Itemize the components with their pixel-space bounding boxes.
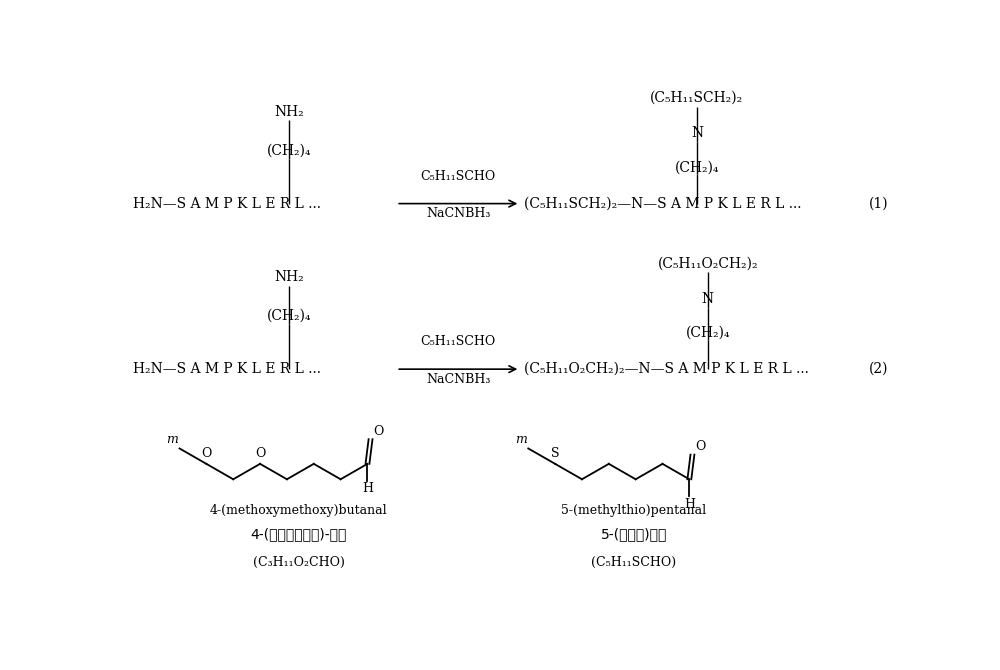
Text: (1): (1) [869,196,888,210]
Text: (CH₂)₄: (CH₂)₄ [267,143,312,157]
Text: S: S [551,447,559,460]
Text: m: m [166,433,178,446]
Text: C₅H₁₁SCHO: C₅H₁₁SCHO [421,170,496,183]
Text: (C₅H₁₁SCH₂)₂: (C₅H₁₁SCH₂)₂ [650,91,744,105]
Text: (C₅H₁₁SCH₂)₂—N—S A M P K L E R L ...: (C₅H₁₁SCH₂)₂—N—S A M P K L E R L ... [524,196,802,210]
Text: 5-(methylthio)pentanal: 5-(methylthio)pentanal [561,504,706,517]
Text: (CH₂)₄: (CH₂)₄ [686,326,730,340]
Text: O: O [255,447,265,460]
Text: NaCNBH₃: NaCNBH₃ [426,208,490,220]
Text: (CH₂)₄: (CH₂)₄ [267,309,312,323]
Text: 4-(methoxymethoxy)butanal: 4-(methoxymethoxy)butanal [210,504,387,517]
Text: H: H [684,498,695,511]
Text: (CH₂)₄: (CH₂)₄ [675,160,719,174]
Text: C₅H₁₁SCHO: C₅H₁₁SCHO [421,336,496,348]
Text: (C₅H₁₁SCHO): (C₅H₁₁SCHO) [591,556,676,570]
Text: H: H [362,482,373,495]
Text: H₂N—S A M P K L E R L ...: H₂N—S A M P K L E R L ... [133,362,321,376]
Text: (2): (2) [869,362,888,376]
Text: O: O [201,447,212,460]
Text: 5-(甲硫基)戚醒: 5-(甲硫基)戚醒 [601,527,667,541]
Text: (C₅H₁₁O₂CH₂)₂: (C₅H₁₁O₂CH₂)₂ [657,257,758,271]
Text: H₂N—S A M P K L E R L ...: H₂N—S A M P K L E R L ... [133,196,321,210]
Text: m: m [515,433,527,446]
Text: NaCNBH₃: NaCNBH₃ [426,373,490,386]
Text: N: N [691,127,703,141]
Text: NH₂: NH₂ [274,105,304,119]
Text: O: O [695,440,705,453]
Text: (C₃H₁₁O₂CHO): (C₃H₁₁O₂CHO) [253,556,344,570]
Text: 4-(甲氧基甲氧基)-丁醒: 4-(甲氧基甲氧基)-丁醒 [250,527,347,541]
Text: N: N [702,292,714,306]
Text: (C₅H₁₁O₂CH₂)₂—N—S A M P K L E R L ...: (C₅H₁₁O₂CH₂)₂—N—S A M P K L E R L ... [524,362,809,376]
Text: NH₂: NH₂ [274,271,304,285]
Text: O: O [373,425,383,438]
